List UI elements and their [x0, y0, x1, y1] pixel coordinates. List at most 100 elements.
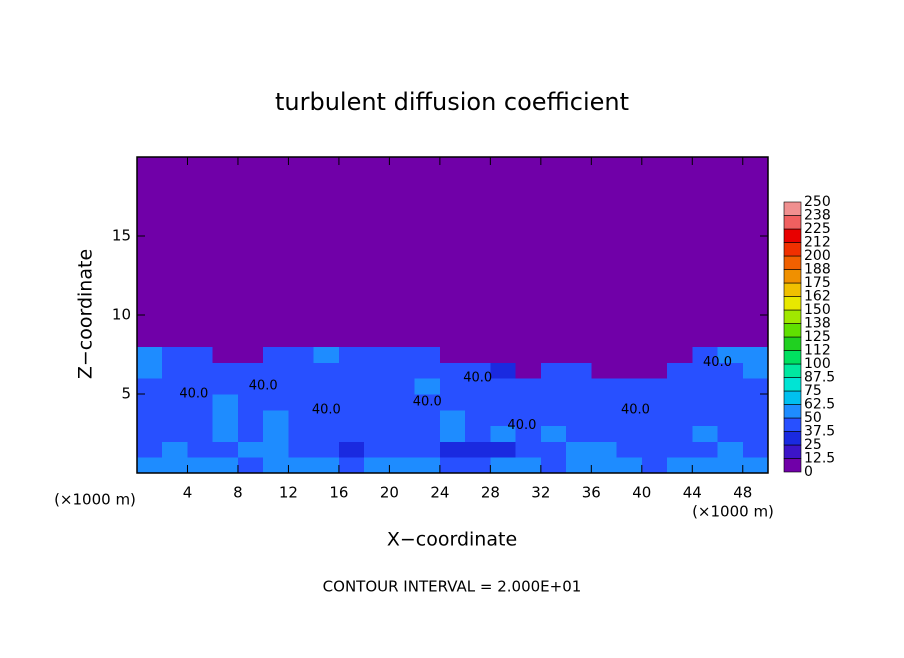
cell — [591, 346, 618, 363]
cell — [313, 394, 340, 411]
colorbar-swatch — [783, 242, 802, 257]
y-tick-label: 5 — [121, 385, 131, 403]
cell — [162, 346, 188, 363]
cell — [137, 425, 163, 442]
colorbar-swatch — [783, 323, 802, 338]
cell — [490, 378, 517, 395]
contour-label: 40.0 — [249, 379, 278, 394]
cell — [364, 425, 390, 442]
cell — [187, 157, 214, 348]
cell — [288, 362, 315, 379]
cell — [465, 394, 491, 411]
cell — [591, 378, 618, 395]
cell — [288, 457, 315, 474]
colorbar-label: 37.5 — [804, 424, 835, 440]
cell — [162, 378, 188, 395]
cell — [515, 457, 542, 474]
cell — [515, 362, 542, 379]
cell — [288, 425, 315, 442]
cell — [414, 346, 441, 363]
cell — [616, 425, 643, 442]
cell — [313, 157, 340, 348]
colorbar-label: 188 — [804, 262, 831, 278]
cell — [692, 362, 719, 379]
colorbar-label: 150 — [804, 302, 831, 318]
cell — [313, 346, 340, 363]
cell — [364, 346, 390, 363]
y-axis-label: Z−coordinate — [75, 249, 97, 379]
cell — [540, 409, 567, 427]
cell — [742, 346, 769, 363]
cell — [515, 394, 542, 411]
cell — [389, 409, 416, 427]
cell — [490, 157, 517, 348]
colorbar-swatch — [783, 458, 802, 473]
cell — [616, 378, 643, 395]
x-tick-label: 32 — [531, 484, 550, 502]
cell — [389, 362, 416, 379]
cell — [288, 394, 315, 411]
cell — [667, 457, 693, 474]
colorbar-swatch — [783, 377, 802, 392]
cell — [414, 425, 441, 442]
cell — [162, 409, 188, 427]
cell — [237, 409, 264, 427]
cell — [389, 378, 416, 395]
cell — [187, 362, 214, 379]
cell — [566, 457, 592, 474]
cell — [263, 346, 289, 363]
cell — [641, 425, 668, 442]
cell — [566, 394, 592, 411]
cell — [212, 425, 239, 442]
cell — [490, 441, 517, 458]
cell — [338, 394, 365, 411]
cell — [212, 378, 239, 395]
cell — [313, 409, 340, 427]
cell — [338, 425, 365, 442]
cell — [591, 425, 618, 442]
cell — [515, 409, 542, 427]
cell — [566, 362, 592, 379]
colorbar-swatch — [783, 363, 802, 378]
cell — [717, 409, 744, 427]
cell — [591, 157, 618, 348]
cell — [212, 346, 239, 363]
y-unit: (×1000 m) — [54, 491, 136, 509]
cell — [439, 394, 466, 411]
colorbar-swatch — [783, 255, 802, 270]
cell — [237, 457, 264, 474]
cell — [515, 346, 542, 363]
cell — [338, 378, 365, 395]
cell — [667, 362, 693, 379]
cell — [641, 346, 668, 363]
colorbar-swatch — [783, 444, 802, 459]
cell — [616, 441, 643, 458]
colorbar-label: 0 — [804, 464, 813, 480]
cell — [212, 457, 239, 474]
colorbar-label: 238 — [804, 208, 831, 224]
cell — [717, 362, 744, 379]
cell — [414, 441, 441, 458]
cell — [465, 362, 491, 379]
cell — [137, 409, 163, 427]
cell — [692, 346, 719, 363]
cell — [364, 457, 390, 474]
colorbar-swatch — [783, 417, 802, 432]
contour-label: 40.0 — [621, 402, 650, 417]
cell — [692, 441, 719, 458]
cell — [566, 425, 592, 442]
cell — [566, 409, 592, 427]
colorbar-swatch — [783, 228, 802, 243]
cell — [515, 425, 542, 442]
colorbar-label: 175 — [804, 275, 831, 291]
cell — [717, 157, 744, 348]
colorbar-label: 62.5 — [804, 397, 835, 413]
cell — [616, 409, 643, 427]
x-tick-label: 8 — [233, 484, 243, 502]
cell — [389, 157, 416, 348]
cell — [540, 157, 567, 348]
cell — [667, 425, 693, 442]
cell — [137, 441, 163, 458]
cell — [162, 394, 188, 411]
cell — [439, 441, 466, 458]
